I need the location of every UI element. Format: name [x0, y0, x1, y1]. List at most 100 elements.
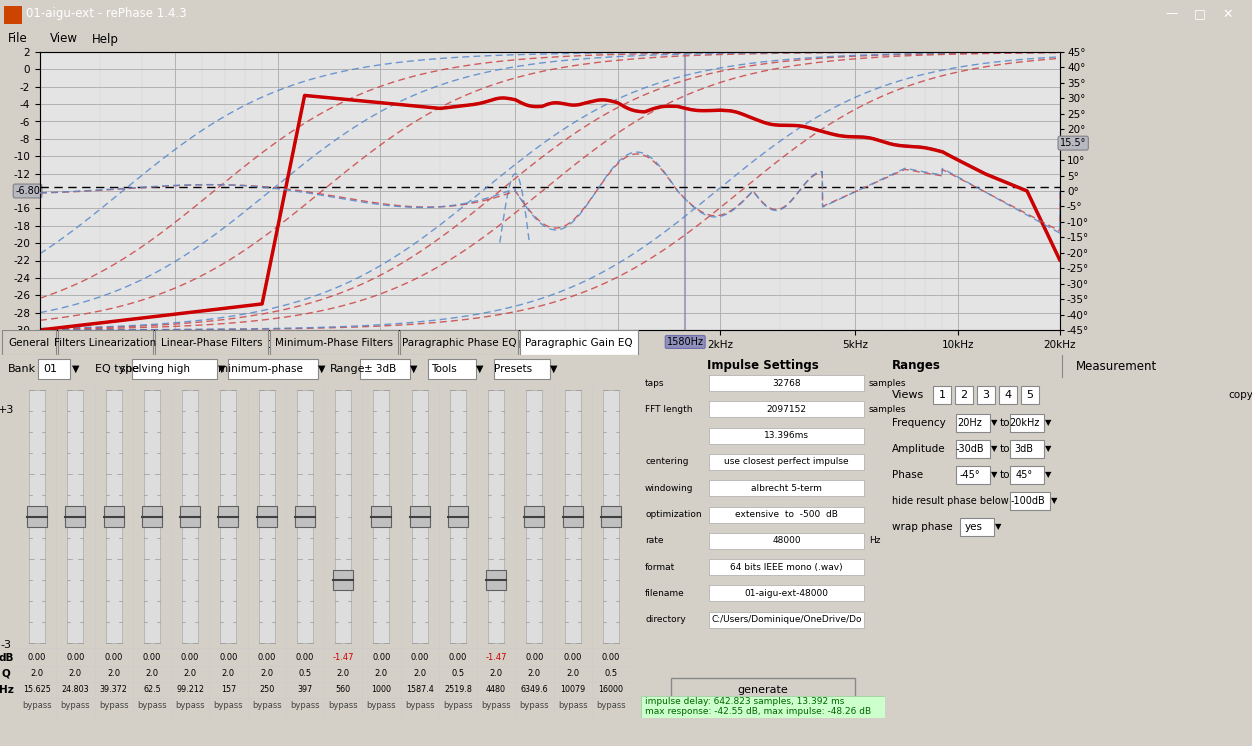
Text: 15.5°: 15.5° — [1060, 138, 1087, 148]
Text: 1000: 1000 — [372, 686, 392, 695]
Text: Amplitude: Amplitude — [891, 444, 945, 454]
Text: Phase: Phase — [891, 470, 923, 480]
Text: ▼: ▼ — [995, 522, 1002, 531]
Text: 10079: 10079 — [560, 686, 585, 695]
Text: 2.0: 2.0 — [69, 669, 81, 679]
Text: 2.0: 2.0 — [490, 669, 503, 679]
Text: 6349.6: 6349.6 — [521, 686, 548, 695]
Text: ▼: ▼ — [992, 471, 998, 480]
Text: -1.47: -1.47 — [332, 653, 354, 662]
Text: 0.00: 0.00 — [525, 653, 543, 662]
Text: ▼: ▼ — [318, 364, 326, 374]
Text: 0.5: 0.5 — [298, 669, 312, 679]
Bar — [888, 355, 1249, 377]
Bar — [562, 507, 582, 527]
Bar — [1010, 414, 1044, 432]
Bar — [671, 678, 855, 700]
Text: 2.0: 2.0 — [337, 669, 349, 679]
Text: to: to — [1000, 444, 1010, 454]
Text: optimization: optimization — [645, 510, 701, 519]
Bar — [709, 612, 864, 627]
Text: format: format — [645, 562, 675, 571]
Text: 0.00: 0.00 — [411, 653, 429, 662]
Bar — [0, 355, 639, 383]
Text: ▼: ▼ — [1050, 497, 1058, 506]
Bar — [218, 507, 238, 527]
Bar — [220, 390, 237, 643]
Text: 01: 01 — [43, 364, 58, 374]
Bar — [65, 507, 85, 527]
Text: 1587.4: 1587.4 — [406, 686, 433, 695]
Bar — [105, 390, 121, 643]
Text: 0.00: 0.00 — [295, 653, 314, 662]
Bar — [525, 507, 545, 527]
Bar — [28, 507, 48, 527]
Text: ▼: ▼ — [409, 364, 417, 374]
Text: 01-aigu-ext-48000: 01-aigu-ext-48000 — [745, 589, 829, 598]
Text: Help: Help — [91, 33, 119, 46]
Text: Q: Q — [1, 669, 10, 679]
Text: bypass: bypass — [481, 701, 511, 710]
Text: □: □ — [1194, 7, 1206, 20]
Bar — [960, 518, 994, 536]
Text: 1: 1 — [939, 390, 945, 400]
Text: filename: filename — [645, 589, 685, 598]
Text: 560: 560 — [336, 686, 351, 695]
Text: Presets: Presets — [495, 364, 532, 374]
Text: taps: taps — [645, 378, 665, 387]
Text: 5: 5 — [1027, 390, 1033, 400]
Text: bypass: bypass — [443, 701, 473, 710]
Bar — [709, 375, 864, 391]
Bar — [526, 390, 542, 643]
Text: bypass: bypass — [60, 701, 90, 710]
Text: 1580Hz: 1580Hz — [667, 337, 704, 347]
Bar — [399, 330, 518, 355]
Bar — [1010, 440, 1044, 458]
Bar — [29, 390, 45, 643]
Text: 0.00: 0.00 — [563, 653, 582, 662]
Bar — [144, 390, 160, 643]
Text: bypass: bypass — [558, 701, 587, 710]
Text: 0.00: 0.00 — [219, 653, 238, 662]
Bar — [228, 359, 318, 379]
Text: -6.80: -6.80 — [15, 186, 40, 196]
Text: 2.0: 2.0 — [222, 669, 235, 679]
Bar — [68, 390, 84, 643]
Text: 0.00: 0.00 — [258, 653, 275, 662]
Text: 4: 4 — [1004, 390, 1012, 400]
Text: Hz: Hz — [869, 536, 880, 545]
Text: 39.372: 39.372 — [100, 686, 128, 695]
Bar — [955, 386, 973, 404]
Text: Measurement: Measurement — [1077, 360, 1158, 372]
Text: bypass: bypass — [214, 701, 243, 710]
Text: to: to — [1000, 470, 1010, 480]
Bar — [259, 390, 274, 643]
Text: ▼: ▼ — [992, 419, 998, 427]
Bar — [270, 330, 398, 355]
Text: Paragraphic Gain EQ: Paragraphic Gain EQ — [525, 337, 632, 348]
Text: General: General — [9, 337, 50, 348]
Bar — [373, 390, 389, 643]
Bar — [1010, 466, 1044, 484]
Text: impulse delay: 642.823 samples, 13.392 ms: impulse delay: 642.823 samples, 13.392 m… — [645, 698, 844, 706]
Text: bypass: bypass — [367, 701, 396, 710]
Text: Frequency: Frequency — [891, 418, 945, 428]
Text: 2.0: 2.0 — [260, 669, 273, 679]
Text: 2.0: 2.0 — [108, 669, 120, 679]
Text: ± 3dB: ± 3dB — [364, 364, 396, 374]
Text: yes: yes — [965, 522, 983, 532]
Bar — [131, 359, 217, 379]
Text: 3dB: 3dB — [1014, 444, 1033, 454]
Text: 24.803: 24.803 — [61, 686, 89, 695]
Text: ✕: ✕ — [1223, 7, 1233, 20]
Bar — [709, 559, 864, 575]
Bar — [709, 454, 864, 470]
Text: bypass: bypass — [290, 701, 319, 710]
Text: Minimum-Phase Filters: Minimum-Phase Filters — [275, 337, 393, 348]
Text: 2.0: 2.0 — [566, 669, 580, 679]
Text: generate: generate — [737, 685, 789, 695]
Bar — [333, 570, 353, 590]
Text: Bank: Bank — [8, 364, 36, 374]
Bar — [957, 440, 990, 458]
Text: ▼: ▼ — [1045, 419, 1052, 427]
